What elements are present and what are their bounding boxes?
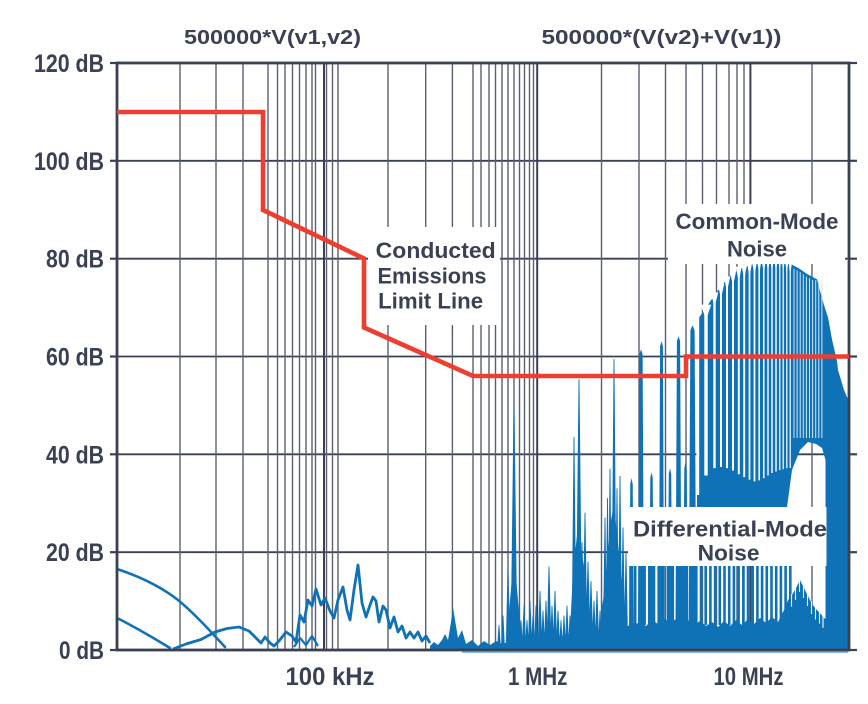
svg-text:Differential-Mode: Differential-Mode	[633, 517, 827, 542]
svg-text:Noise: Noise	[727, 237, 787, 262]
svg-text:Emissions: Emissions	[378, 264, 487, 289]
svg-text:0 dB: 0 dB	[59, 637, 104, 665]
svg-text:40 dB: 40 dB	[46, 441, 104, 469]
svg-text:100 kHz: 100 kHz	[286, 663, 375, 691]
svg-text:500000*(V(v2)+V(v1)): 500000*(V(v2)+V(v1))	[542, 27, 782, 49]
svg-text:Limit Line: Limit Line	[378, 289, 483, 314]
svg-text:80 dB: 80 dB	[46, 246, 104, 274]
svg-text:20 dB: 20 dB	[46, 539, 104, 567]
svg-text:Conducted: Conducted	[376, 238, 496, 263]
svg-text:10 MHz: 10 MHz	[714, 663, 784, 691]
svg-text:60 dB: 60 dB	[46, 344, 104, 372]
svg-text:Noise: Noise	[698, 541, 760, 566]
svg-text:500000*V(v1,v2): 500000*V(v1,v2)	[184, 27, 361, 49]
svg-text:Common-Mode: Common-Mode	[676, 209, 839, 234]
svg-text:120 dB: 120 dB	[34, 50, 104, 78]
svg-text:100 dB: 100 dB	[34, 148, 104, 176]
svg-text:1 MHz: 1 MHz	[508, 663, 568, 691]
